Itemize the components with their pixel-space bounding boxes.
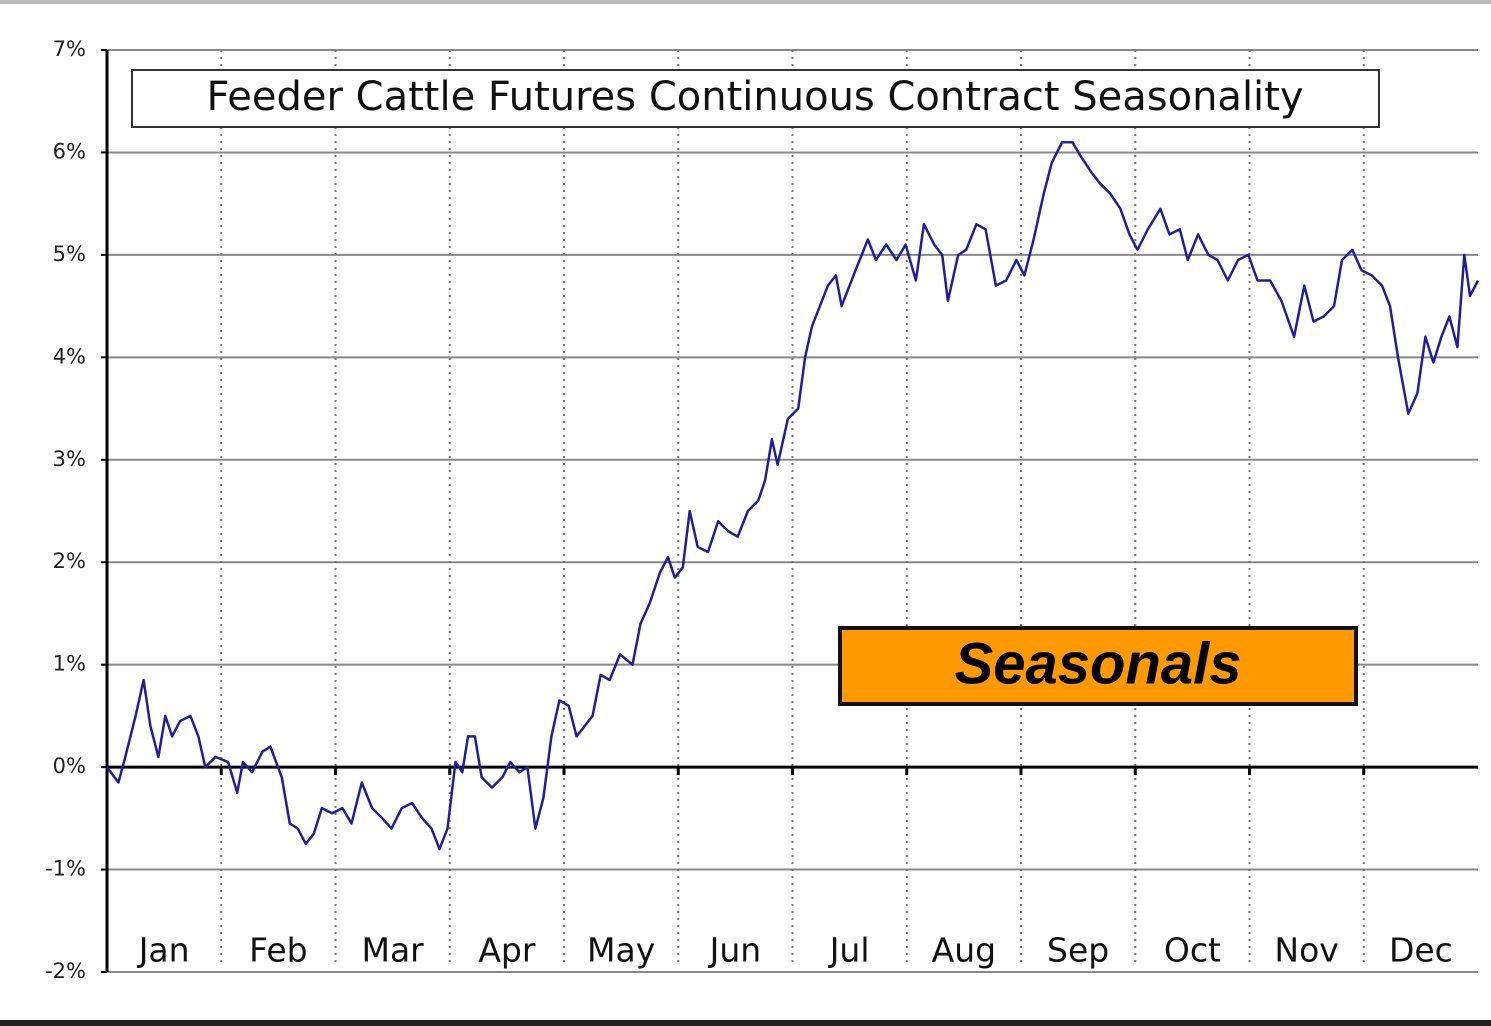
y-tick-label: -2% [45,959,86,983]
y-tick-label: 3% [53,447,86,471]
title-box [131,69,1380,128]
x-tick-label: Jan [137,931,190,970]
x-tick-label: Nov [1274,931,1338,970]
y-tick-label: 2% [53,549,86,573]
annotation: Seasonals [955,631,1242,696]
x-tick-label: Sep [1047,931,1109,970]
top-edge [0,0,1491,4]
bottom-edge [0,1020,1491,1026]
chart-title: Feeder Cattle Futures Continuous Contrac… [206,74,1303,120]
grid [107,49,1478,973]
y-tick-label: 5% [53,242,86,266]
x-tick-label: Feb [249,931,307,970]
y-tick-label: 4% [53,344,86,368]
y-tick-label: 0% [53,754,86,778]
y-tick-label: 7% [53,37,86,61]
y-tick-label: 6% [53,139,86,163]
annotation-box [838,626,1358,706]
series-line [105,140,1480,851]
x-tick-label: Aug [932,931,996,970]
y-tick-label: 1% [53,652,86,676]
x-tick-label: Dec [1389,931,1453,970]
x-tick-label: Jul [828,931,870,970]
x-tick-label: Mar [361,931,424,970]
y-tick-label: -1% [45,857,86,881]
x-tick-label: Apr [478,931,536,970]
x-tick-label: Jun [708,931,762,970]
x-tick-label: May [587,931,655,970]
x-tick-label: Oct [1164,931,1221,970]
